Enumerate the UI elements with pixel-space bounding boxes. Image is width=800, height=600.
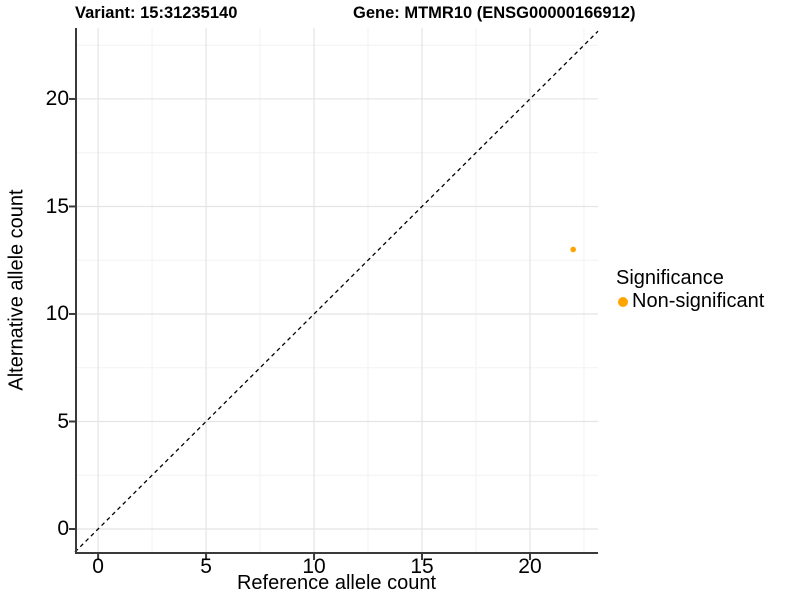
legend-key-dot-icon	[618, 296, 628, 307]
variant-title: Variant: 15:31235140	[75, 4, 238, 22]
legend-entry-label: Non-significant	[632, 290, 765, 312]
legend-items: Non-significant	[616, 291, 764, 312]
y-axis-tick-label: 5	[57, 409, 69, 433]
x-axis-tick-label: 15	[410, 555, 434, 578]
y-axis-title: Alternative allele count	[5, 189, 28, 391]
legend-entry: Non-significant	[616, 291, 764, 312]
data-point	[570, 246, 576, 253]
identity-dashed-line	[74, 30, 599, 553]
x-axis-tick-label: 10	[302, 555, 326, 578]
x-axis-tick-label: 5	[200, 555, 212, 578]
legend-title: Significance	[616, 267, 724, 289]
y-axis-tick-label: 20	[45, 87, 69, 111]
y-axis-tick-label: 10	[45, 302, 69, 326]
x-axis-tick-label: 20	[518, 555, 542, 578]
x-axis-title: Reference allele count	[236, 572, 436, 594]
y-axis-tick-label: 0	[57, 517, 69, 541]
legend: Significance Non-significant	[616, 268, 764, 312]
gene-title: Gene: MTMR10 (ENSG00000166912)	[353, 4, 636, 22]
y-axis-tick-label: 15	[45, 194, 69, 218]
x-axis-tick-label: 0	[92, 555, 104, 578]
